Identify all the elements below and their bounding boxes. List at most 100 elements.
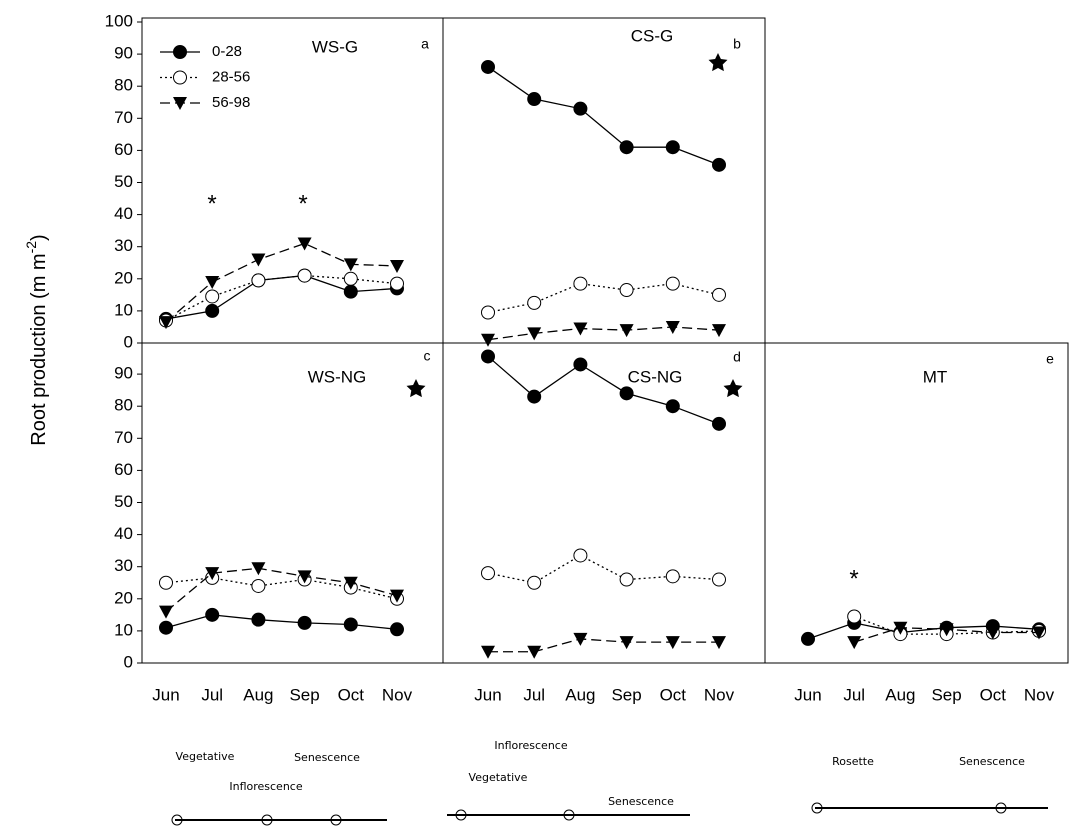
phenology-node: [995, 802, 1007, 814]
series-line: [807, 622, 1040, 640]
marker: [297, 570, 312, 584]
y-axis-label: Root production (m m-2): [23, 234, 51, 445]
marker: [573, 357, 588, 372]
x-tick-label: Jun: [152, 685, 179, 704]
star: [406, 379, 426, 398]
y-tick-label: 20: [114, 588, 133, 607]
x-tick-label: Jul: [201, 685, 223, 704]
panel-title: CS-G: [631, 26, 674, 45]
y-tick-label: 50: [114, 172, 133, 191]
marker: [527, 327, 542, 341]
x-tick-label: Oct: [660, 685, 687, 704]
panel-letter: e: [1046, 351, 1054, 367]
phenology-lines: [171, 802, 1048, 826]
marker: [343, 258, 358, 272]
significance-mark: *: [849, 565, 858, 592]
phenology-node: [330, 814, 342, 826]
marker: [665, 276, 680, 291]
marker: [251, 578, 266, 593]
marker: [619, 283, 634, 298]
series-line: [165, 274, 398, 320]
marker: [481, 305, 495, 320]
panel: WS-NG c 0 10 20 30 40 50 60 70 80 90 Jun Jul Aug Sep Oct…: [114, 342, 444, 704]
marker: [712, 287, 726, 302]
marker: [573, 322, 588, 336]
y-tick-label: 100: [105, 11, 133, 30]
marker: [297, 268, 312, 283]
x-tick-label: Nov: [382, 685, 413, 704]
legend-marker: [173, 45, 187, 59]
marker: [205, 303, 220, 318]
x-tick-label: Sep: [611, 685, 641, 704]
marker: [251, 253, 266, 267]
x-tick-label: Sep: [289, 685, 319, 704]
marker: [619, 140, 634, 155]
star: [723, 379, 743, 398]
y-tick-label: 20: [114, 268, 133, 287]
series-line: [487, 355, 720, 425]
marker: [712, 416, 726, 431]
marker: [343, 284, 358, 299]
phenology-label: Rosette: [832, 755, 874, 768]
y-tick-label: 30: [114, 556, 133, 575]
marker: [251, 562, 266, 576]
marker: [665, 636, 680, 650]
y-tick-label: 70: [114, 108, 133, 127]
marker: [527, 295, 542, 310]
marker: [619, 636, 634, 650]
marker: [1032, 626, 1046, 640]
y-tick-label: 60: [114, 140, 133, 159]
marker: [893, 621, 908, 635]
phenology-label: Senescence: [608, 795, 674, 808]
y-tick-label: 80: [114, 396, 133, 415]
marker: [390, 589, 404, 603]
x-tick-label: Oct: [338, 685, 365, 704]
y-tick-label: 60: [114, 460, 133, 479]
star: [708, 53, 728, 72]
marker: [343, 271, 358, 286]
series-line: [165, 614, 398, 630]
series-line: [487, 554, 720, 584]
x-tick-label: Jul: [843, 685, 865, 704]
marker: [205, 289, 220, 304]
y-tick-label: 30: [114, 236, 133, 255]
panel-title: WS-G: [312, 37, 358, 56]
series-line: [165, 567, 398, 613]
panel: WS-G a 0 10 20 30 40 50 60 70 80 90 100 * * 0-28 28-56 56…: [105, 11, 444, 351]
panel-frame: [442, 342, 766, 664]
series-line: [487, 66, 720, 166]
phenology-label: Inflorescence: [229, 780, 302, 793]
series-line: [488, 638, 719, 653]
marker: [343, 576, 358, 590]
phenology-node: [563, 809, 575, 821]
phenology-node: [171, 814, 183, 826]
marker: [481, 566, 495, 581]
marker: [159, 575, 173, 590]
panel: MT e Jun Jul Aug Sep Oct Nov *: [764, 342, 1069, 704]
panel-title: MT: [923, 367, 948, 386]
phenology-label: Senescence: [959, 755, 1025, 768]
marker: [251, 612, 266, 627]
x-tick-label: Aug: [243, 685, 273, 704]
marker: [985, 626, 1000, 640]
panel-letter: b: [733, 36, 741, 52]
phenology-node: [455, 809, 467, 821]
panel-letter: a: [421, 36, 429, 52]
marker: [573, 101, 588, 116]
legend-label: 0-28: [212, 43, 242, 60]
marker: [712, 324, 726, 338]
marker: [527, 92, 542, 107]
marker: [619, 386, 634, 401]
marker: [665, 140, 680, 155]
x-tick-label: Jun: [474, 685, 501, 704]
marker: [297, 615, 312, 630]
marker: [481, 333, 495, 347]
marker: [159, 605, 173, 619]
marker: [619, 572, 634, 587]
marker: [159, 620, 173, 635]
phenology-node: [261, 814, 273, 826]
marker: [573, 276, 588, 291]
panel-title: CS-NG: [628, 367, 683, 386]
legend-label: 56-98: [212, 94, 250, 111]
